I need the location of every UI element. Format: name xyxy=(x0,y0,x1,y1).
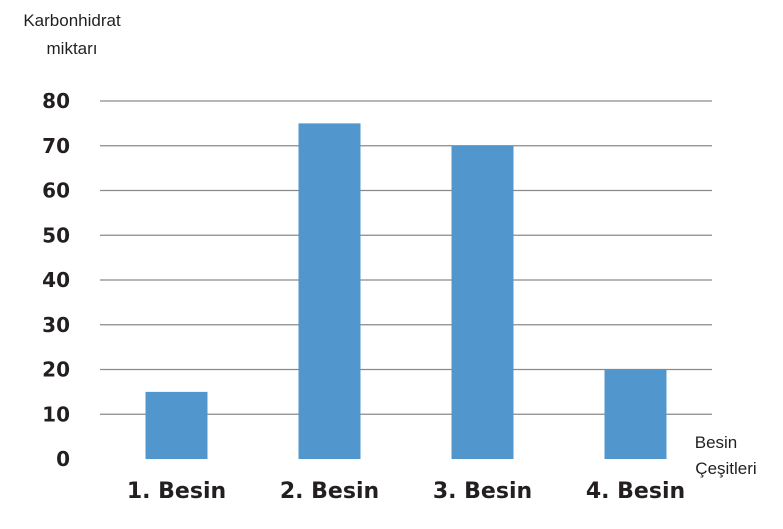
y-tick-label: 0 xyxy=(56,447,70,471)
bar-2 xyxy=(298,123,361,459)
bars xyxy=(145,123,667,459)
x-axis-title-line-1: Besin xyxy=(695,433,738,452)
y-axis-title-line-1: Karbonhidrat xyxy=(23,11,121,30)
category-label: 3. Besin xyxy=(433,479,532,504)
x-axis-title-line-2: Çeşitleri xyxy=(695,459,756,478)
bar-4 xyxy=(604,369,667,459)
category-label: 2. Besin xyxy=(280,479,379,504)
y-tick-label: 70 xyxy=(42,134,70,158)
category-labels: 1. Besin 2. Besin 3. Besin 4. Besin xyxy=(127,479,685,504)
y-tick-labels: 0 10 20 30 40 50 60 70 80 xyxy=(42,89,70,471)
gridlines xyxy=(100,100,712,415)
y-tick-label: 30 xyxy=(42,313,70,337)
y-axis-title-line-2: miktarı xyxy=(47,39,98,58)
category-label: 1. Besin xyxy=(127,479,226,504)
category-label: 4. Besin xyxy=(586,479,685,504)
y-tick-label: 50 xyxy=(42,223,70,247)
y-tick-label: 60 xyxy=(42,179,70,203)
bar-1 xyxy=(145,391,208,459)
y-tick-label: 10 xyxy=(42,402,70,426)
y-tick-label: 80 xyxy=(42,89,70,113)
y-tick-label: 20 xyxy=(42,358,70,382)
y-tick-label: 40 xyxy=(42,268,70,292)
bar-3 xyxy=(451,145,514,459)
